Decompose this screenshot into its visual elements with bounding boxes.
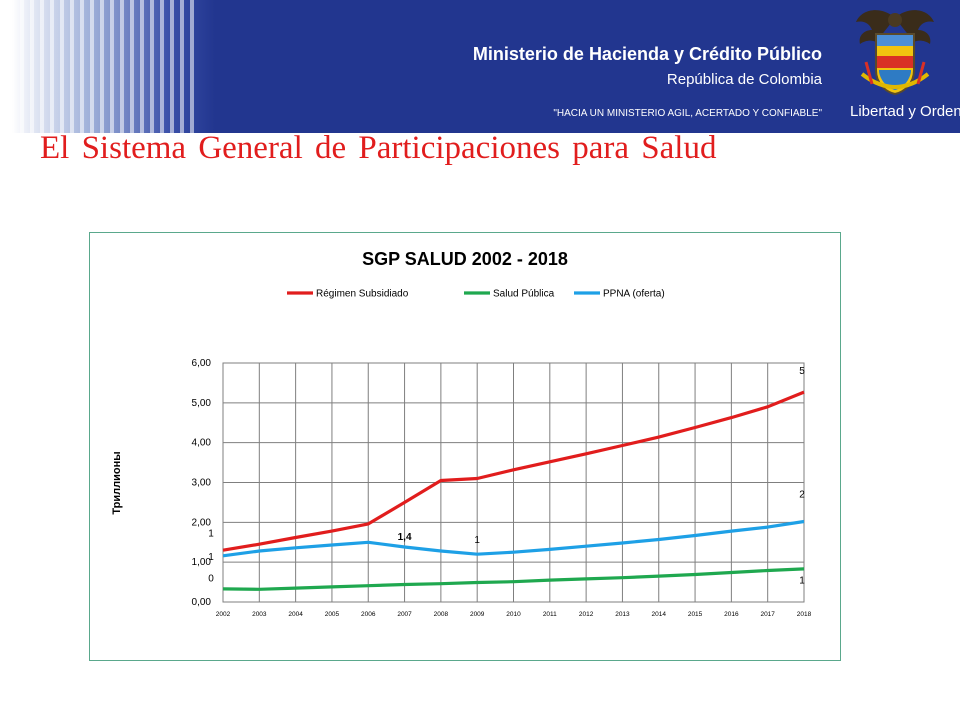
data-label: 1,4 — [398, 532, 412, 543]
y-tick-label: 5,00 — [192, 398, 212, 409]
x-tick-label: 2011 — [543, 611, 557, 618]
legend-label: Salud Pública — [493, 289, 555, 300]
republic-name: República de Colombia — [666, 71, 822, 88]
x-tick-label: 2014 — [652, 611, 667, 618]
coat-of-arms-icon — [856, 10, 934, 96]
x-tick-label: 2017 — [760, 611, 775, 618]
page-title: El Sistema General de Participaciones pa… — [40, 130, 717, 166]
x-tick-label: 2003 — [252, 611, 267, 618]
x-tick-label: 2016 — [724, 611, 739, 618]
x-tick-label: 2004 — [288, 611, 303, 618]
data-label: 1 — [474, 535, 480, 546]
x-tick-label: 2007 — [397, 611, 412, 618]
data-label: 2 — [799, 490, 805, 501]
plot-area: 0,00 1,00 2,00 3,00 4,00 5,00 6,00 2002 2003 2004… — [192, 358, 812, 618]
header-banner: Ministerio de Hacienda y Crédito Público… — [0, 0, 960, 133]
chart-legend: Régimen Subsidiado Salud Pública PPNA (ofe… — [287, 289, 665, 300]
series-line-3 — [222, 519, 805, 558]
series-line-2 — [222, 567, 805, 591]
x-tick-label: 2005 — [325, 611, 340, 618]
x-tick-label: 2006 — [361, 611, 376, 618]
legend-label: PPNA (oferta) — [603, 289, 665, 300]
x-tick-label: 2009 — [470, 611, 485, 618]
y-tick-label: 1,00 — [192, 557, 212, 568]
y-tick-label: 3,00 — [192, 478, 212, 489]
data-label: 0 — [208, 573, 214, 584]
y-tick-label: 6,00 — [192, 358, 212, 369]
line-chart: SGP SALUD 2002 - 2018 Régimen Subsidiado… — [111, 249, 812, 618]
y-axis-label: Триллионы — [111, 451, 123, 514]
series-line-1 — [222, 390, 805, 552]
data-label: 5 — [799, 366, 805, 377]
y-tick-label: 4,00 — [192, 438, 212, 449]
x-tick-label: 2018 — [797, 611, 812, 618]
x-tick-label: 2002 — [216, 611, 231, 618]
x-tick-label: 2015 — [688, 611, 703, 618]
ministry-slogan: "HACIA UN MINISTERIO AGIL, ACERTADO Y CO… — [553, 108, 822, 119]
banner-stripes — [0, 0, 200, 133]
x-tick-label: 2008 — [434, 611, 449, 618]
legend-label: Régimen Subsidiado — [316, 289, 409, 300]
y-tick-label: 0,00 — [192, 597, 212, 608]
data-label: 1 — [799, 575, 805, 586]
chart-frame: SGP SALUD 2002 - 2018 Régimen Subsidiado… — [89, 232, 841, 661]
ministry-name: Ministerio de Hacienda y Crédito Público — [472, 44, 822, 64]
motto-text: Libertad y Orden — [850, 103, 960, 120]
x-tick-label: 2013 — [615, 611, 630, 618]
x-tick-label: 2012 — [579, 611, 594, 618]
x-tick-label: 2010 — [506, 611, 521, 618]
chart-title: SGP SALUD 2002 - 2018 — [362, 249, 568, 269]
data-label: 1 — [208, 528, 214, 539]
data-label: 1 — [208, 552, 214, 563]
y-tick-label: 2,00 — [192, 517, 212, 528]
